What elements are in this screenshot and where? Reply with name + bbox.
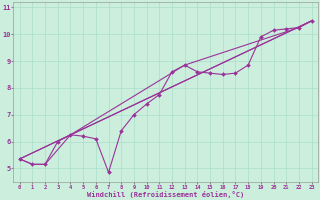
X-axis label: Windchill (Refroidissement éolien,°C): Windchill (Refroidissement éolien,°C) [87, 191, 244, 198]
